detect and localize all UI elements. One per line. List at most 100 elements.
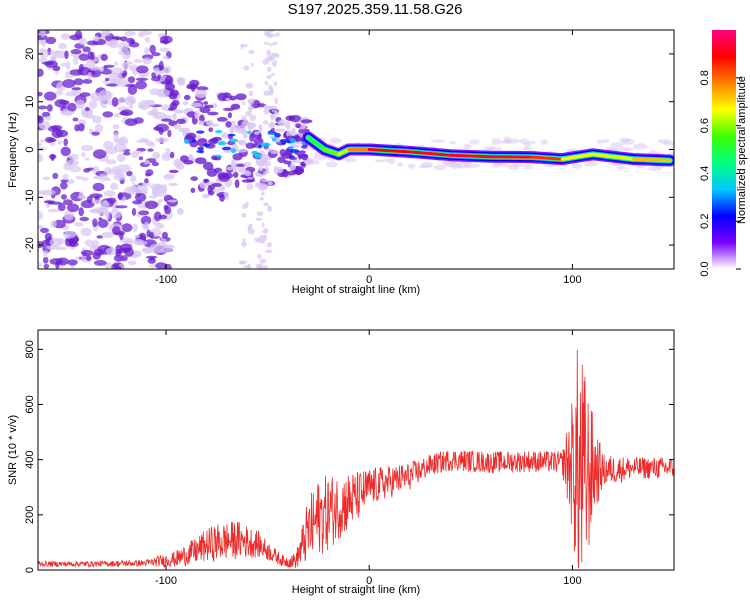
spectrogram-speckle xyxy=(221,146,232,151)
spectrogram-speckle xyxy=(616,165,626,170)
spectrogram-speckle xyxy=(194,89,207,99)
spectrogram-speckle xyxy=(163,173,175,180)
snr-x-ticks: -100 0 100 xyxy=(155,330,582,587)
spectrogram-speckle xyxy=(275,32,280,37)
spectrogram-speckle xyxy=(144,200,158,210)
spectrogram-speckle xyxy=(127,76,136,84)
spectrogram-speckle xyxy=(266,75,272,80)
spectrogram-speckle xyxy=(105,159,117,165)
spectrogram-speckle xyxy=(232,153,243,161)
y-tick-label: 600 xyxy=(24,395,36,413)
spectrogram-speckle xyxy=(66,61,71,71)
spectrogram-speckle xyxy=(49,50,63,55)
spectrogram-speckle xyxy=(78,123,85,132)
spectrogram-speckle xyxy=(248,223,253,228)
spectrogram-speckle xyxy=(262,58,270,65)
spectrogram-speckle xyxy=(38,210,43,221)
spectrogram-speckle xyxy=(63,230,76,239)
spectrogram-speckle xyxy=(176,118,186,125)
spectrogram-speckle xyxy=(259,197,264,201)
spectrogram-speckle xyxy=(241,101,246,106)
spectrogram-speckle xyxy=(258,185,266,192)
spectrogram-speckle xyxy=(173,124,182,130)
spectrogram-speckle xyxy=(202,193,210,199)
colorbar-tick-label: 0.0 xyxy=(699,261,711,276)
spectrogram-speckle xyxy=(249,133,255,142)
spectrogram-speckle xyxy=(202,161,214,171)
spectrogram-speckle xyxy=(255,173,263,177)
spectrogram-speckle xyxy=(267,66,272,73)
spectrogram-speckle xyxy=(55,246,68,251)
spectrogram-speckle xyxy=(264,32,272,37)
spectrogram-speckle xyxy=(180,155,189,163)
spectrogram-speckle xyxy=(137,103,147,109)
spectrogram-speckle xyxy=(295,123,302,128)
spectrogram-speckle xyxy=(112,226,121,236)
spectrogram-speckle xyxy=(38,142,43,147)
spectrogram-speckle xyxy=(254,131,260,135)
spectrogram-speckle xyxy=(162,55,169,60)
spectrogram-y-label: Frequency (Hz) xyxy=(7,112,19,188)
spectrogram-speckle xyxy=(289,149,300,153)
spectrogram-speckle xyxy=(119,111,130,116)
spectrogram-speckle xyxy=(62,199,73,206)
spectrogram-speckle xyxy=(228,95,237,101)
spectrogram-speckle xyxy=(112,124,120,130)
spectrogram-speckle xyxy=(257,144,263,149)
spectrogram-speckle xyxy=(133,59,143,63)
spectrogram-speckle xyxy=(121,223,133,233)
ridge-segment xyxy=(367,148,412,154)
spectrogram-speckle xyxy=(160,40,170,44)
ridge-segment xyxy=(631,157,672,162)
spectrogram-speckle xyxy=(263,90,271,96)
spectrogram-speckle xyxy=(43,264,50,269)
spectrogram-speckle xyxy=(261,222,265,228)
spectrogram-speckle xyxy=(203,143,211,147)
spectrogram-speckle xyxy=(208,127,213,133)
spectrogram-speckle xyxy=(108,72,123,83)
spectrogram-speckle xyxy=(264,249,273,253)
spectrogram-speckle xyxy=(583,161,598,167)
spectrogram-speckle xyxy=(430,139,446,143)
spectrogram-speckle xyxy=(271,52,279,57)
spectrogram-speckle xyxy=(167,129,172,138)
spectrogram-speckle xyxy=(267,205,272,213)
spectrogram-speckle xyxy=(190,187,196,193)
spectrogram-speckle xyxy=(227,133,236,137)
spectrogram-speckle xyxy=(203,101,209,105)
spectrogram-speckle xyxy=(274,97,279,105)
spectrogram-speckle xyxy=(153,211,162,222)
spectrogram-speckle xyxy=(43,200,56,204)
spectrogram-speckle xyxy=(164,83,176,91)
spectrogram-speckle xyxy=(55,90,64,96)
ridge-segment xyxy=(408,150,452,157)
y-tick-label: 800 xyxy=(24,340,36,358)
spectrogram-speckle xyxy=(113,254,124,262)
spectrogram-speckle xyxy=(168,169,179,174)
spectrogram-speckle xyxy=(137,33,145,38)
spectrogram-speckle xyxy=(61,194,67,200)
spectrogram-speckle xyxy=(78,191,84,199)
spectrogram-speckle xyxy=(82,46,91,53)
colorbar-tick-label: 0.2 xyxy=(699,214,711,229)
spectrogram-speckle xyxy=(286,170,297,176)
spectrogram-speckle xyxy=(60,62,68,67)
spectrogram-speckle xyxy=(344,156,357,163)
spectrogram-speckle xyxy=(504,138,520,144)
spectrogram-speckle xyxy=(263,234,267,242)
spectrogram-speckle xyxy=(258,124,263,133)
spectrogram-speckle xyxy=(63,210,74,221)
spectrogram-speckle xyxy=(135,77,149,82)
spectrogram-speckle xyxy=(79,64,84,72)
y-tick-label: 400 xyxy=(24,450,36,468)
spectrogram-speckle xyxy=(230,159,237,169)
spectrogram-speckle xyxy=(67,102,77,112)
spectrogram-speckle xyxy=(40,139,45,144)
spectrogram-speckle xyxy=(75,99,85,110)
spectrogram-speckle xyxy=(281,141,286,145)
spectrogram-speckle xyxy=(86,254,92,261)
spectrogram-speckle xyxy=(277,156,286,163)
spectrogram-speckle xyxy=(149,231,154,239)
spectrogram-speckle xyxy=(420,161,434,168)
spectrogram-speckle xyxy=(139,137,149,143)
